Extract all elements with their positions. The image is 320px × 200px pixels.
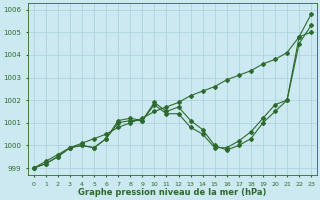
X-axis label: Graphe pression niveau de la mer (hPa): Graphe pression niveau de la mer (hPa) — [78, 188, 267, 197]
